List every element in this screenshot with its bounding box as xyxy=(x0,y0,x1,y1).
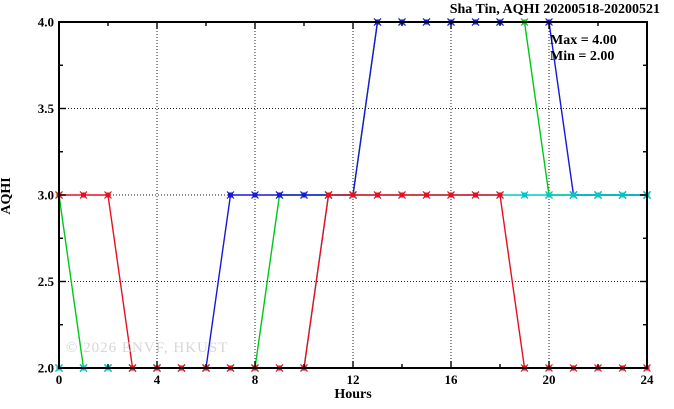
svg-text:0: 0 xyxy=(56,372,63,387)
x-axis-title: Hours xyxy=(334,387,372,402)
svg-text:4: 4 xyxy=(154,372,161,387)
max-value-label: Max = 4.00 xyxy=(550,33,617,48)
svg-text:20: 20 xyxy=(543,372,556,387)
svg-text:3.0: 3.0 xyxy=(38,188,54,203)
svg-text:3.5: 3.5 xyxy=(38,101,55,116)
svg-text:2.5: 2.5 xyxy=(38,274,55,289)
svg-text:24: 24 xyxy=(641,372,655,387)
y-axis-title: AQHI xyxy=(0,177,14,215)
svg-text:2.0: 2.0 xyxy=(38,361,54,376)
svg-text:16: 16 xyxy=(445,372,459,387)
max-min-annotation: Max = 4.00 Min = 2.00 xyxy=(550,33,617,65)
svg-text:12: 12 xyxy=(347,372,360,387)
watermark: © 2026 ENVF, HKUST xyxy=(66,340,229,356)
chart-title: Sha Tin, AQHI 20200518-20200521 xyxy=(449,2,660,17)
svg-text:8: 8 xyxy=(252,372,259,387)
min-value-label: Min = 2.00 xyxy=(550,49,615,64)
svg-text:4.0: 4.0 xyxy=(38,15,54,30)
